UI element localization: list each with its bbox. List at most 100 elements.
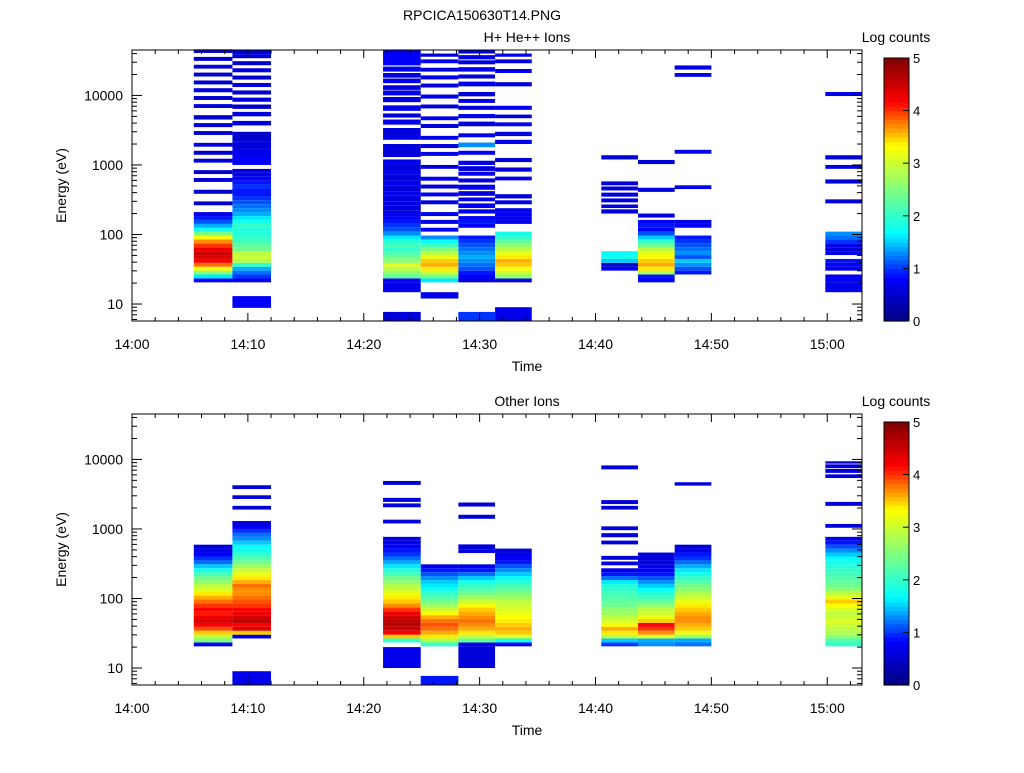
colorbar-segment	[884, 220, 909, 226]
spectrogram-cell	[495, 587, 532, 592]
spectrogram-cell	[232, 120, 272, 126]
spectrogram-cell	[458, 74, 496, 79]
colorbar-segment	[884, 250, 909, 256]
spectrogram-cell	[601, 603, 638, 608]
spectrogram-cell	[637, 564, 675, 569]
spectrogram-cell	[232, 184, 272, 189]
spectrogram-cell	[458, 583, 496, 588]
spectrogram-cell	[495, 572, 532, 577]
spectrogram-cell	[637, 603, 675, 608]
spectrogram-cell	[383, 247, 421, 252]
spectrogram-cell	[458, 142, 496, 148]
spectrogram-cell	[232, 223, 272, 228]
colorbar-segment	[884, 316, 909, 322]
spectrogram-cell	[420, 227, 459, 232]
spectrogram-cell	[232, 626, 272, 631]
spectrogram-cell	[383, 497, 421, 502]
spectrogram-cell	[383, 180, 421, 186]
spectrogram-cell	[495, 552, 532, 557]
colorbar-segment	[884, 285, 909, 291]
spectrogram-cell	[495, 274, 532, 279]
spectrogram-cell	[637, 552, 675, 557]
spectrogram-cell	[383, 195, 421, 202]
spectrogram-cell	[458, 203, 496, 209]
spectrogram-cell	[193, 251, 233, 256]
y-tick-label: 10000	[84, 451, 123, 467]
spectrogram-cell	[637, 615, 675, 620]
x-tick-label: 14:00	[114, 336, 149, 352]
spectrogram-cell	[383, 622, 421, 627]
spectrogram-cell	[420, 164, 459, 169]
x-tick-label: 14:30	[462, 700, 497, 716]
spectrogram-cell	[825, 501, 862, 506]
spectrogram-cell	[383, 262, 421, 267]
colorbar-segment	[884, 597, 909, 603]
spectrogram-cell	[383, 159, 421, 165]
spectrogram-cell	[193, 595, 233, 600]
spectrogram-cell	[495, 139, 532, 145]
colorbar-frame	[883, 421, 910, 686]
spectrogram-column	[637, 552, 675, 647]
spectrogram-cell	[383, 615, 421, 620]
spectrogram-cell	[495, 634, 532, 639]
spectrogram-cell	[825, 179, 862, 184]
spectrogram-cell	[193, 219, 233, 224]
colorbar-segment	[884, 62, 909, 68]
spectrogram-cell	[825, 536, 862, 541]
spectrogram-cell	[601, 607, 638, 612]
spectrogram-cell	[825, 239, 862, 244]
colorbar-segment	[884, 540, 909, 546]
colorbar-tick-label: 2	[913, 573, 920, 588]
spectrogram-cell	[458, 166, 496, 171]
spectrogram-cell	[232, 243, 272, 248]
spectrogram-cell	[637, 626, 675, 631]
spectrogram-cell	[495, 105, 532, 110]
spectrogram-cell	[458, 133, 496, 138]
spectrogram-cell	[637, 595, 675, 600]
colorbar-segment	[884, 145, 909, 151]
spectrogram-cell	[232, 157, 272, 165]
spectrogram-cell	[458, 626, 496, 631]
spectrogram-cell	[495, 576, 532, 581]
spectrogram-cell	[495, 258, 532, 263]
spectrogram-cell	[420, 622, 459, 627]
colorbar-segment	[884, 430, 909, 436]
spectrogram-cell	[674, 255, 712, 259]
spectrogram-cell	[232, 611, 272, 616]
spectrogram-cell	[637, 634, 675, 639]
spectrogram-cell	[458, 642, 496, 647]
spectrogram-cell	[232, 278, 272, 283]
spectrogram-cell	[232, 580, 272, 584]
spectrogram-cell	[383, 638, 421, 643]
y-axis-label: Energy (eV)	[53, 512, 69, 587]
colorbar-segment	[884, 549, 909, 555]
colorbar-segment	[884, 71, 909, 77]
spectrogram-cell	[383, 311, 421, 321]
colorbar-segment	[884, 663, 909, 669]
spectrogram-cell	[637, 235, 675, 240]
y-tick-label: 10	[107, 296, 123, 312]
spectrogram-cell	[458, 599, 496, 604]
spectrogram-cell	[383, 564, 421, 569]
spectrogram-cell	[420, 572, 459, 577]
colorbar-segment	[884, 623, 909, 629]
spectrogram-cell	[495, 611, 532, 616]
spectrogram-cell	[420, 67, 459, 72]
spectrogram-cell	[674, 599, 712, 604]
spectrogram-cell	[232, 54, 272, 59]
x-tick-label: 14:50	[694, 700, 729, 716]
spectrogram-cell	[458, 55, 496, 60]
spectrogram-cell	[674, 580, 712, 584]
spectrogram-cell	[674, 568, 712, 573]
panel-title: H+ He++ Ions	[484, 29, 571, 45]
spectrogram-cell	[232, 576, 272, 581]
spectrogram-cell	[383, 90, 421, 96]
spectrogram-cell	[420, 235, 459, 240]
spectrogram-cell	[495, 59, 532, 64]
colorbar-label: Log counts	[862, 393, 931, 409]
spectrogram-cell	[232, 544, 272, 549]
colorbar-segment	[884, 101, 909, 107]
spectrogram-cell	[495, 630, 532, 635]
x-tick-label: 14:40	[578, 336, 613, 352]
spectrogram-cell	[193, 544, 233, 549]
